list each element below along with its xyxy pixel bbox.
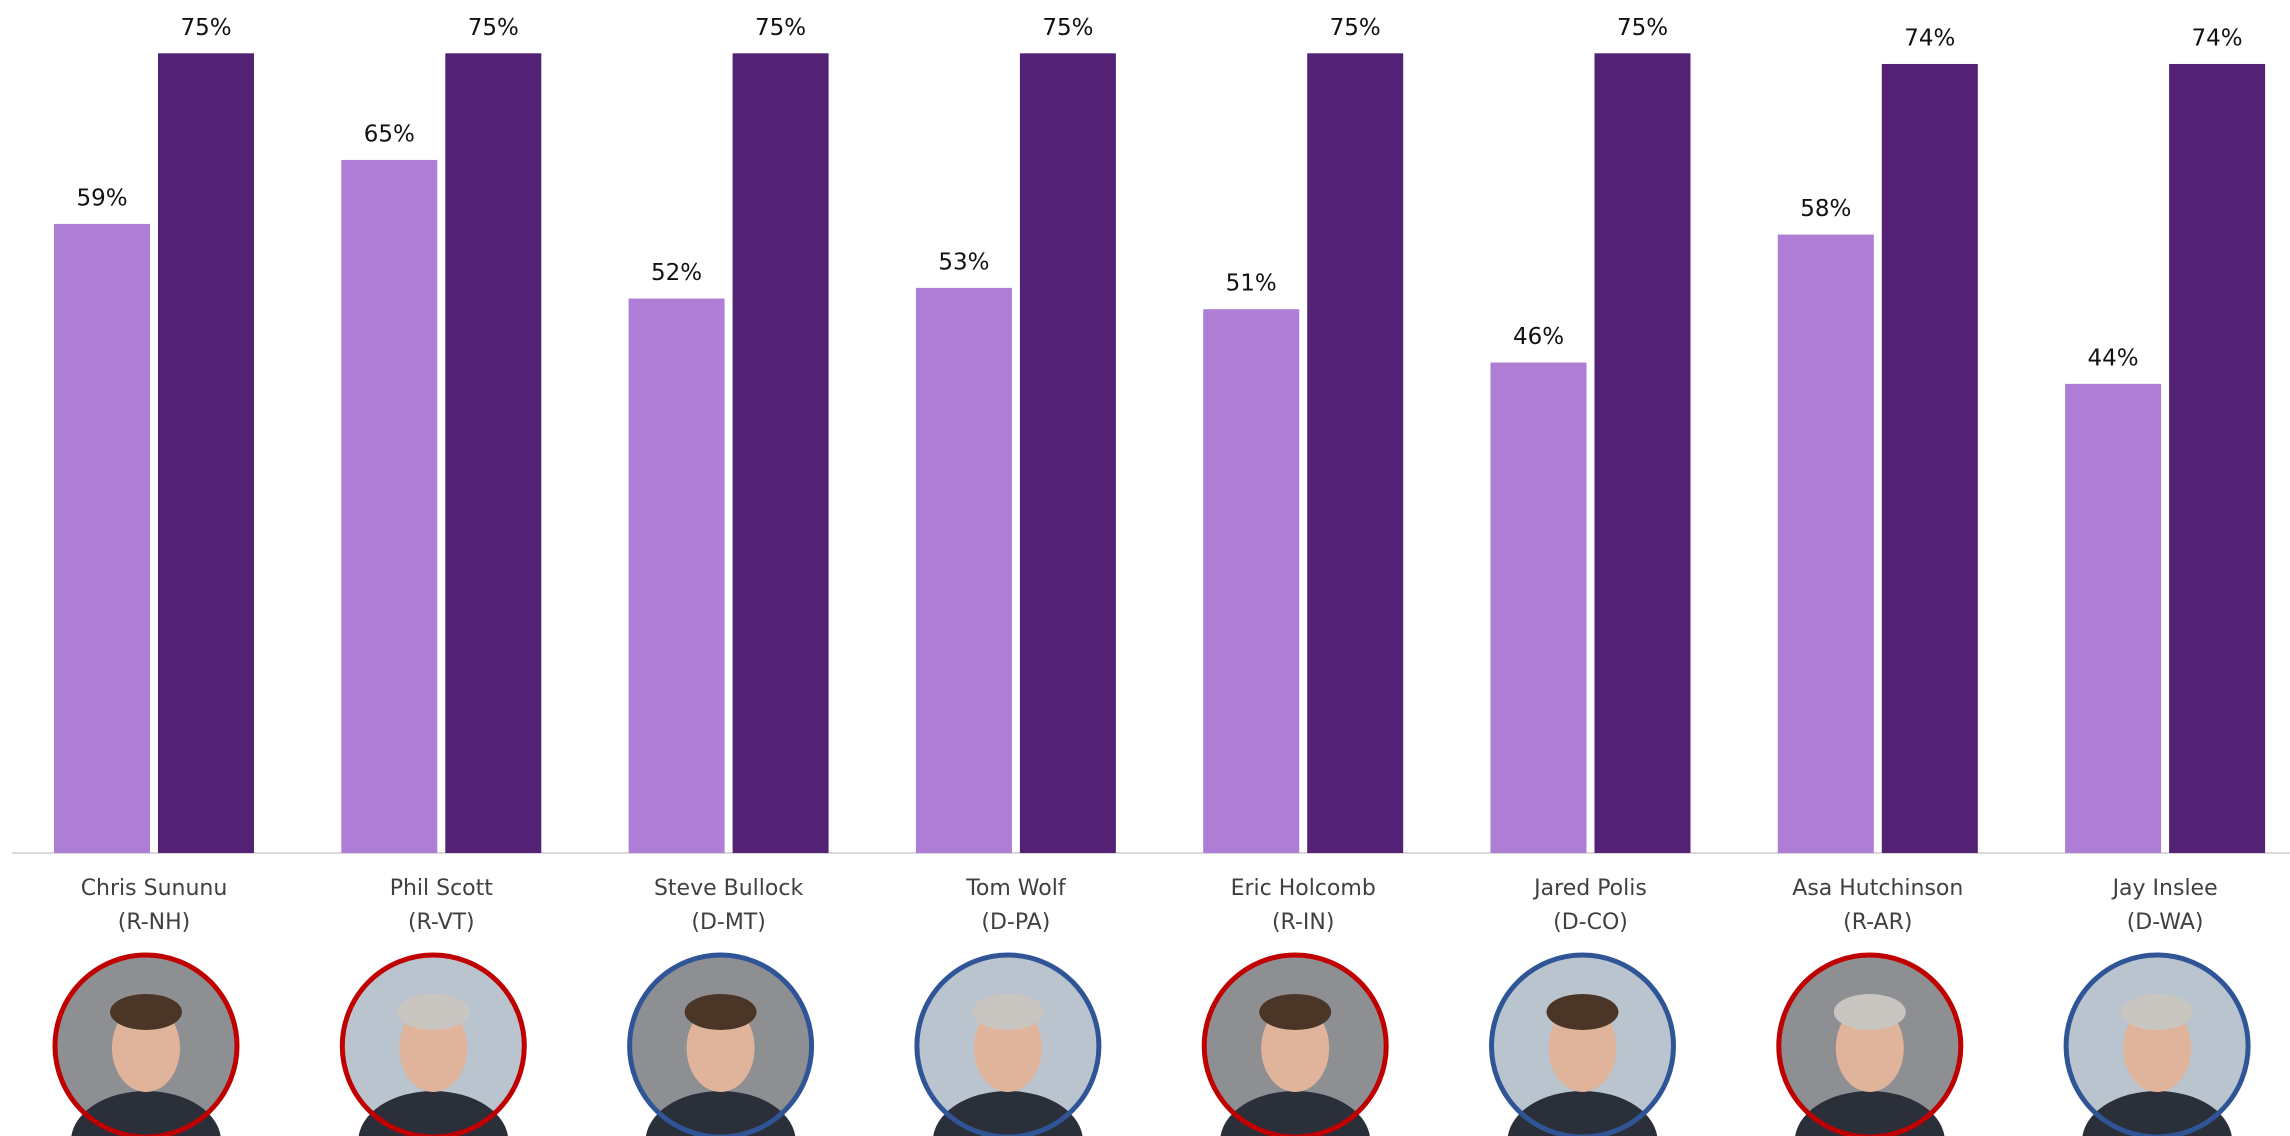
x-tick-label: Asa Hutchinson — [1792, 876, 1963, 901]
value-label: 75% — [180, 15, 231, 41]
value-label: 75% — [1042, 15, 1093, 41]
bar — [732, 53, 829, 853]
x-tick-label: Chris Sununu — [81, 876, 228, 901]
bar — [54, 223, 150, 854]
x-tick-label: Jared Polis — [1532, 876, 1647, 901]
value-label: 59% — [76, 185, 127, 211]
bar — [628, 298, 725, 853]
value-label: 75% — [468, 15, 519, 41]
x-tick-label: (D-PA) — [981, 910, 1050, 935]
portrait-shoulders — [1507, 1091, 1658, 1136]
portrait-border — [52, 952, 240, 1136]
bar — [2065, 383, 2162, 853]
value-label: 53% — [938, 249, 989, 275]
portrait-border — [1776, 952, 1964, 1136]
portrait — [1776, 952, 1964, 1136]
x-tick-label: (R-VT) — [408, 910, 475, 935]
x-tick-label: (D-CO) — [1553, 910, 1628, 935]
portrait-hair — [971, 994, 1044, 1030]
value-label: 46% — [1513, 324, 1564, 350]
x-tick-label: Phil Scott — [390, 876, 494, 901]
portrait-border — [914, 952, 1102, 1136]
value-label: 74% — [1904, 25, 1955, 51]
bar — [915, 287, 1012, 853]
bar — [1203, 309, 1300, 853]
portrait — [2063, 952, 2251, 1136]
bar — [1307, 53, 1404, 853]
portrait-hair — [2121, 994, 2194, 1030]
bar — [1777, 234, 1874, 853]
portrait-hair — [1259, 994, 1332, 1030]
portrait-border — [339, 952, 527, 1136]
x-tick-label: (R-IN) — [1272, 910, 1334, 935]
bar — [2169, 63, 2266, 854]
portrait — [627, 952, 815, 1136]
portrait — [52, 952, 240, 1136]
portrait-hair — [1546, 994, 1619, 1030]
portrait-border — [627, 952, 815, 1136]
x-tick-label: Jay Inslee — [2111, 876, 2218, 901]
portrait-border — [2063, 952, 2251, 1136]
portrait-shoulders — [2082, 1091, 2232, 1136]
portraits — [52, 952, 2251, 1136]
portrait — [1489, 952, 1676, 1136]
portrait-hair — [1833, 994, 1906, 1030]
value-label: 52% — [651, 260, 702, 286]
portrait-hair — [397, 994, 470, 1030]
portrait-hair — [110, 994, 182, 1030]
x-tick-label: (R-AR) — [1843, 910, 1912, 935]
value-label: 75% — [1617, 15, 1668, 41]
x-tick-label: Eric Holcomb — [1231, 876, 1376, 901]
bar — [1594, 53, 1691, 853]
bar — [445, 53, 542, 853]
portrait-shoulders — [71, 1091, 221, 1136]
value-label: 58% — [1800, 196, 1851, 222]
value-label: 74% — [2192, 25, 2243, 51]
value-label: 44% — [2088, 345, 2139, 371]
x-tick-label: (R-NH) — [118, 910, 191, 935]
x-tick-label: Tom Wolf — [965, 876, 1067, 901]
portrait-hair — [684, 994, 757, 1030]
portrait-shoulders — [1220, 1091, 1370, 1136]
portrait — [914, 952, 1102, 1136]
bar — [1490, 362, 1587, 853]
value-label: 51% — [1226, 271, 1277, 297]
x-tick-label: (D-WA) — [2127, 910, 2204, 935]
value-label: 75% — [755, 15, 806, 41]
portrait-border — [1201, 952, 1389, 1136]
portrait — [1201, 952, 1389, 1136]
portrait-shoulders — [645, 1091, 796, 1136]
bar — [158, 53, 254, 853]
value-label: 65% — [364, 121, 415, 147]
bar — [1881, 63, 1978, 854]
value-label: 75% — [1330, 15, 1381, 41]
bar — [1019, 53, 1116, 853]
portrait-border — [1489, 952, 1676, 1136]
x-tick-label: (D-MT) — [691, 910, 765, 935]
x-tick-label: Steve Bullock — [654, 876, 803, 901]
portrait-shoulders — [933, 1091, 1083, 1136]
bar — [341, 159, 438, 853]
portrait-shoulders — [358, 1091, 508, 1136]
portrait-shoulders — [1795, 1091, 1945, 1136]
portrait — [339, 952, 527, 1136]
